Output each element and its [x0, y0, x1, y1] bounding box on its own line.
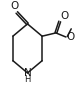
Text: O: O	[61, 11, 69, 21]
Text: N: N	[24, 68, 31, 78]
Text: H: H	[24, 75, 31, 84]
Text: O: O	[66, 32, 74, 42]
Text: O: O	[11, 1, 19, 11]
